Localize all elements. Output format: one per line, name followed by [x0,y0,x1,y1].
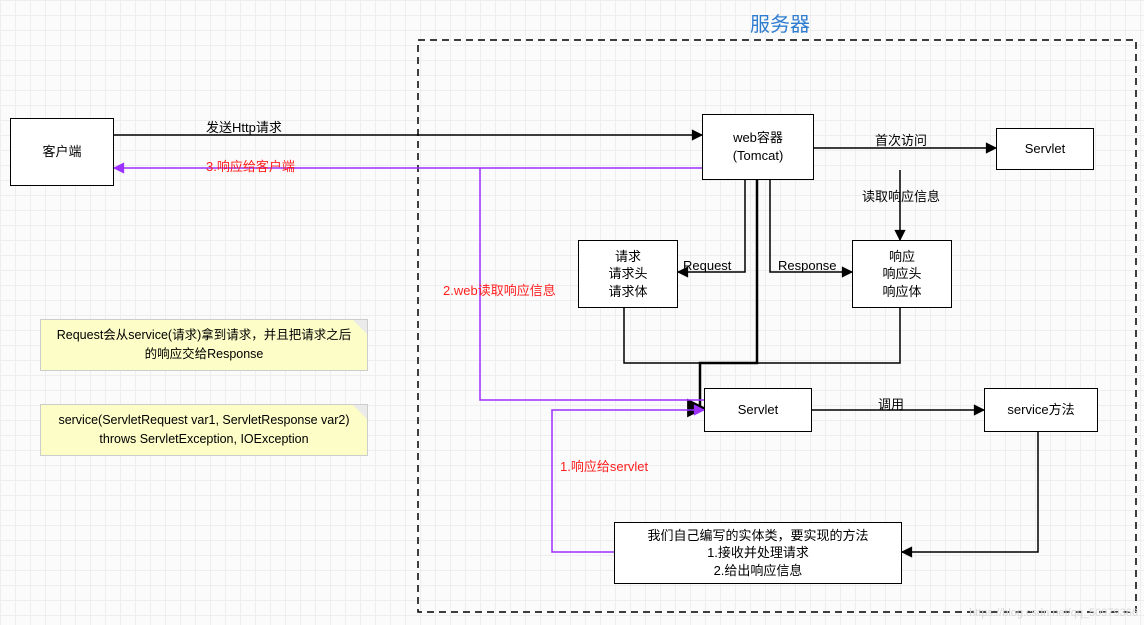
server-title: 服务器 [750,8,810,37]
label-web-read: 2.web读取响应信息 [443,280,556,299]
note-1: Request会从service(请求)拿到请求，并且把请求之后 的响应交给Re… [40,319,368,371]
label-resp-servlet: 1.响应给servlet [560,456,648,475]
web-container-box: web容器 (Tomcat) [702,114,814,180]
label-request: Request [683,258,731,273]
client-text: 客户端 [42,143,81,161]
response-box: 响应 响应头 响应体 [852,240,952,308]
watermark: https://blog.csdn.net/qq_50979366 [969,607,1138,619]
label-send: 发送Http请求 [206,117,282,136]
servlet-top-text: Servlet [1025,140,1065,158]
diagram-arrows [0,0,1144,625]
note-2: service(ServletRequest var1, ServletResp… [40,404,368,456]
label-call: 调用 [878,394,904,413]
label-read-resp: 读取响应信息 [862,186,940,205]
servlet-mid-box: Servlet [704,388,812,432]
web-text1: web容器 [733,129,783,147]
label-first: 首次访问 [875,130,927,149]
arrow-web-to-servlet [700,180,757,408]
impl-box: 我们自己编写的实体类，要实现的方法 1.接收并处理请求 2.给出响应信息 [614,522,902,584]
label-response: Response [778,258,837,273]
arrow-req-join [624,308,700,363]
servlet-top-box: Servlet [996,128,1094,170]
web-text2: (Tomcat) [733,147,784,165]
request-box: 请求 请求头 请求体 [578,240,678,308]
client-box: 客户端 [10,118,114,186]
service-box: service方法 [984,388,1098,432]
label-resp-client: 3.响应给客户端 [206,156,295,175]
arrow-res-join [757,308,900,363]
arrow-service-impl [902,432,1038,552]
